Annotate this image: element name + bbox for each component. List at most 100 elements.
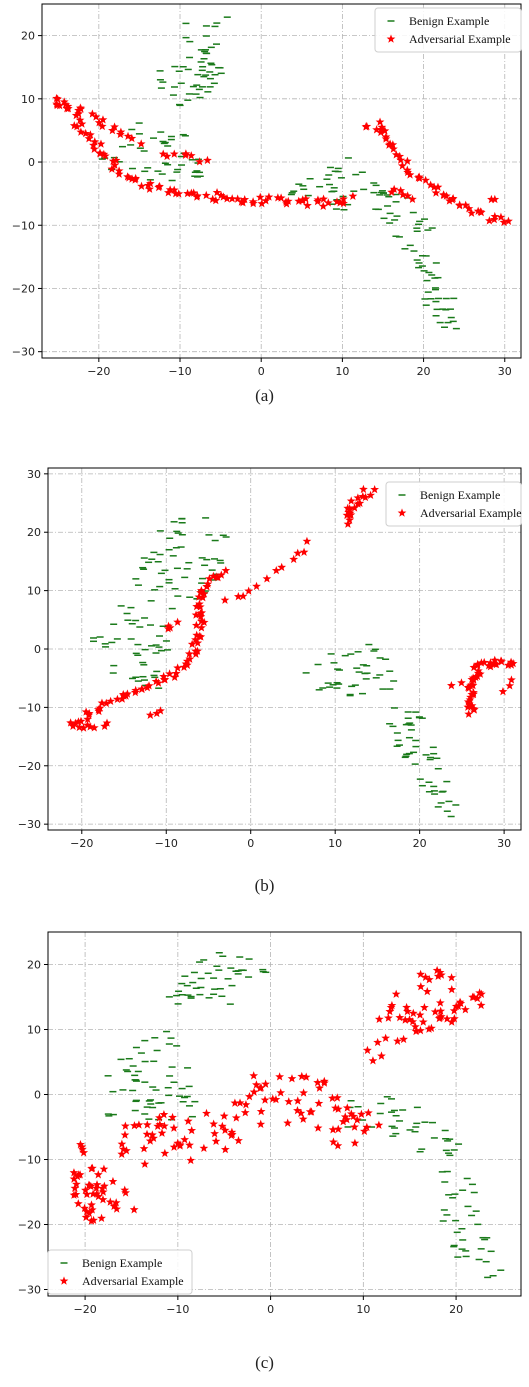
adversarial-point [328,1125,338,1134]
adversarial-point [84,134,94,143]
adversarial-point [506,660,516,669]
adversarial-point [197,623,206,632]
adversarial-point [431,188,441,197]
adversarial-point [353,493,363,502]
y-tick-label: 0 [28,156,35,169]
adversarial-point [398,190,408,199]
adversarial-point [385,1006,395,1016]
adversarial-point [275,1072,285,1081]
y-tick-label: 10 [27,585,41,598]
adversarial-point [387,187,397,196]
adversarial-point [73,1199,83,1208]
adversarial-point [164,621,173,630]
scatter-plot-b: −20 −10 0 10 20 30 −30 −20 −10 0 10 20 30 Benign Exam… [18,467,522,850]
adversarial-point [376,127,386,137]
adversarial-point [393,1036,402,1045]
adversarial-point [187,1125,197,1135]
adversarial-point [384,140,394,149]
adversarial-point [282,199,291,208]
adversarial-point [79,1148,89,1157]
adversarial-point [186,151,196,160]
adversarial-point [435,967,445,977]
x-tick-label: 20 [417,365,431,378]
x-tick-label: −10 [168,365,191,378]
adversarial-point [359,484,368,494]
adversarial-point [504,216,513,225]
adversarial-point [211,195,221,205]
adversarial-point [219,1111,229,1120]
adversarial-point [52,100,62,110]
adversarial-point [415,1010,425,1019]
adversarial-point [424,1024,434,1033]
adversarial-point [195,157,204,166]
y-tick-label: 20 [27,959,41,972]
adversarial-point [276,193,286,202]
adversarial-point [227,194,237,203]
adversarial-point [475,988,484,997]
legend-label: Adversarial Example [420,506,522,520]
adversarial-point [114,169,124,178]
adversarial-point [221,565,231,575]
adversarial-point [381,1033,391,1042]
y-tick-label: −10 [12,219,35,232]
adversarial-point [94,1191,103,1201]
adversarial-point [388,140,398,149]
adversarial-point [129,1205,139,1214]
adversarial-point [69,1190,79,1199]
adversarial-point [136,139,146,148]
adversarial-point [264,192,274,201]
scatter-plot-c: −20 −10 0 10 20 −30 −20 −10 0 10 20 Benign Example A… [18,931,522,1316]
adversarial-point [276,1088,286,1097]
adversarial-point [489,214,499,224]
x-tick-label: 20 [413,837,427,850]
adversarial-point [486,658,495,667]
adversarial-point [252,1080,261,1089]
adversarial-point [313,1123,323,1132]
x-tick-label: 10 [356,1303,370,1316]
adversarial-point [106,696,115,706]
adversarial-point [110,160,120,169]
adversarial-point [377,122,387,132]
x-tick-label: 10 [328,837,342,850]
adversarial-point [154,678,163,687]
adversarial-point [196,612,206,621]
adversarial-point [427,1023,436,1032]
adversarial-point [220,1144,230,1154]
adversarial-point [508,658,518,668]
adversarial-point [203,579,213,588]
adversarial-point [100,151,110,160]
adversarial-point [93,705,103,714]
adversarial-point [59,97,69,106]
adversarial-point [157,1128,167,1137]
adversarial-point [84,1208,94,1218]
adversarial-point [233,194,243,203]
adversarial-point [343,519,353,528]
adversarial-point [81,1212,91,1222]
adversarial-point [271,1094,281,1104]
adversarial-point [97,121,107,131]
adversarial-point [127,133,137,143]
x-tick-label: 10 [335,365,349,378]
adversarial-point [366,490,375,500]
adversarial-point [315,1083,324,1092]
adversarial-point [403,167,413,177]
adversarial-point [447,985,457,994]
adversarial-point [118,689,128,699]
adversarial-point [455,997,465,1006]
adversarial-point [384,1013,393,1022]
adversarial-point [249,1071,259,1080]
adversarial-point [209,1119,219,1128]
adversarial-point [348,191,358,200]
adversarial-point [92,1189,102,1198]
adversarial-point [457,678,466,687]
legend-adversarial-marker [59,1276,69,1285]
adversarial-point [498,687,508,696]
adversarial-point [503,660,513,670]
adversarial-point [212,187,222,197]
adversarial-point [372,125,381,134]
adversarial-point [182,656,192,666]
adversarial-point [163,188,173,197]
adversarial-point [373,1037,383,1047]
y-tick-label: 20 [21,30,35,43]
adversarial-point [355,498,365,508]
